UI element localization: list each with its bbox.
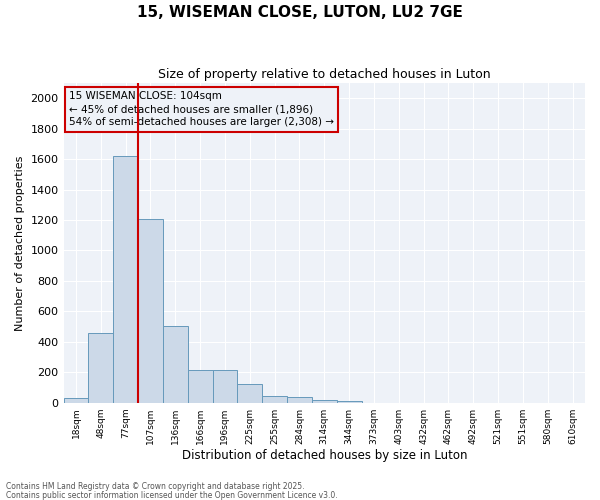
Text: 15, WISEMAN CLOSE, LUTON, LU2 7GE: 15, WISEMAN CLOSE, LUTON, LU2 7GE [137,5,463,20]
Bar [337,401,362,402]
Y-axis label: Number of detached properties: Number of detached properties [15,155,25,330]
Text: 15 WISEMAN CLOSE: 104sqm
← 45% of detached houses are smaller (1,896)
54% of sem: 15 WISEMAN CLOSE: 104sqm ← 45% of detach… [69,91,334,128]
Text: Contains public sector information licensed under the Open Government Licence v3: Contains public sector information licen… [6,490,338,500]
X-axis label: Distribution of detached houses by size in Luton: Distribution of detached houses by size … [182,450,467,462]
Bar [312,400,337,402]
Text: Contains HM Land Registry data © Crown copyright and database right 2025.: Contains HM Land Registry data © Crown c… [6,482,305,491]
Bar [262,396,287,402]
Bar [138,218,163,402]
Title: Size of property relative to detached houses in Luton: Size of property relative to detached ho… [158,68,491,80]
Bar [88,332,113,402]
Bar [188,370,212,402]
Bar [287,398,312,402]
Bar [64,398,88,402]
Bar [212,370,238,402]
Bar [113,156,138,402]
Bar [238,384,262,402]
Bar [163,326,188,402]
